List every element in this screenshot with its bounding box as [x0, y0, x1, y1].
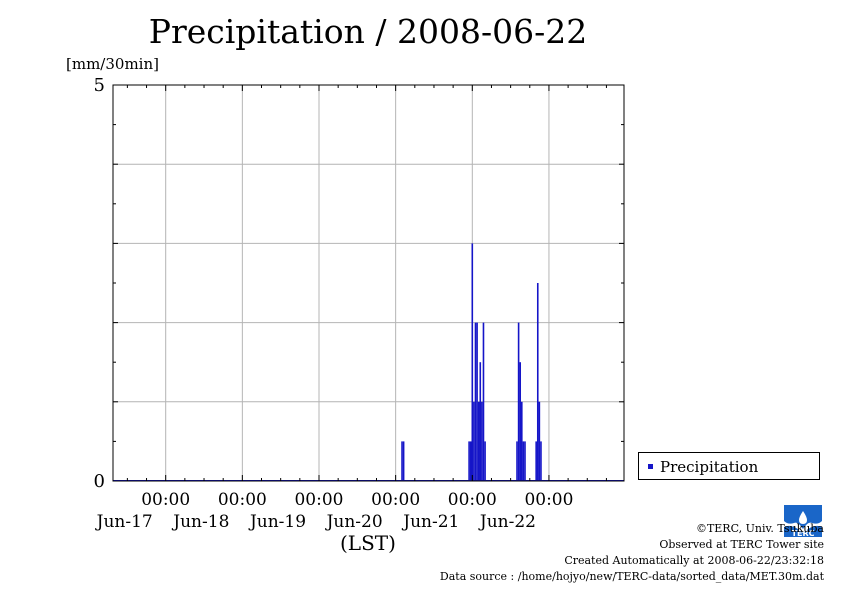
- precipitation-bar: [517, 322, 520, 481]
- grid-lines: [113, 85, 624, 481]
- chart-title: Precipitation / 2008-06-22: [148, 12, 588, 51]
- precipitation-bar: [477, 401, 480, 481]
- legend-swatch: [648, 464, 653, 469]
- credit-observed: Observed at TERC Tower site: [659, 538, 824, 551]
- precipitation-bar: [524, 441, 526, 481]
- x-tick-label-day: Jun-19: [248, 512, 306, 532]
- precipitation-bar: [468, 441, 470, 481]
- precipitation-bar: [476, 322, 478, 481]
- x-tick-label-time: 00:00: [448, 490, 497, 510]
- x-tick-label-day: Jun-17: [95, 512, 153, 532]
- logo-text: TERC: [792, 529, 815, 538]
- credit-created: Created Automatically at 2008-06-22/23:3…: [564, 554, 824, 567]
- x-tick-label-day: Jun-21: [401, 512, 459, 532]
- terc-logo: TERC: [784, 505, 822, 538]
- x-tick-label-day: Jun-22: [478, 512, 536, 532]
- bars-group: [113, 243, 624, 481]
- precipitation-bar: [536, 283, 539, 481]
- x-tick-label-time: 00:00: [218, 490, 267, 510]
- y-tick-label: 0: [94, 471, 105, 492]
- precipitation-bar: [402, 441, 405, 481]
- x-tick-label-time: 00:00: [294, 490, 343, 510]
- precipitation-bar: [473, 401, 475, 481]
- precipitation-bar: [522, 441, 525, 481]
- x-tick-label-time: 00:00: [524, 490, 573, 510]
- precipitation-bar: [519, 362, 522, 481]
- x-tick-label-day: Jun-18: [171, 512, 229, 532]
- plot-frame: [112, 84, 625, 482]
- y-axis-unit-label: [mm/30min]: [66, 55, 159, 73]
- precipitation-bar: [538, 401, 541, 481]
- precipitation-bar: [535, 441, 537, 481]
- credits-block: ©TERC, Univ. Tsukuba Observed at TERC To…: [440, 521, 824, 585]
- precipitation-bar: [401, 441, 403, 481]
- legend-label: Precipitation: [660, 458, 759, 476]
- precipitation-bar: [469, 441, 472, 481]
- precipitation-bar: [540, 441, 542, 481]
- axis-ticks: [113, 84, 624, 482]
- precipitation-bar: [474, 322, 477, 481]
- credit-data-source: Data source : /home/hojyo/new/TERC-data/…: [439, 570, 824, 583]
- axis-labels: 0500:00Jun-1700:00Jun-1800:00Jun-1900:00…: [94, 75, 574, 532]
- precipitation-bar: [521, 401, 523, 481]
- x-tick-label-day: Jun-20: [325, 512, 383, 532]
- x-tick-label-time: 00:00: [141, 490, 190, 510]
- precipitation-bar: [482, 322, 485, 481]
- precipitation-bar: [479, 362, 482, 481]
- precipitation-bar: [471, 243, 474, 481]
- y-tick-label: 5: [94, 75, 105, 96]
- credit-copyright: ©TERC, Univ. Tsukuba: [695, 522, 824, 535]
- precipitation-bar: [516, 441, 518, 481]
- x-tick-label-time: 00:00: [371, 490, 420, 510]
- precipitation-bar: [484, 441, 486, 481]
- x-axis-label: (LST): [340, 531, 396, 555]
- precipitation-bar: [481, 401, 483, 481]
- legend: Precipitation: [638, 452, 820, 480]
